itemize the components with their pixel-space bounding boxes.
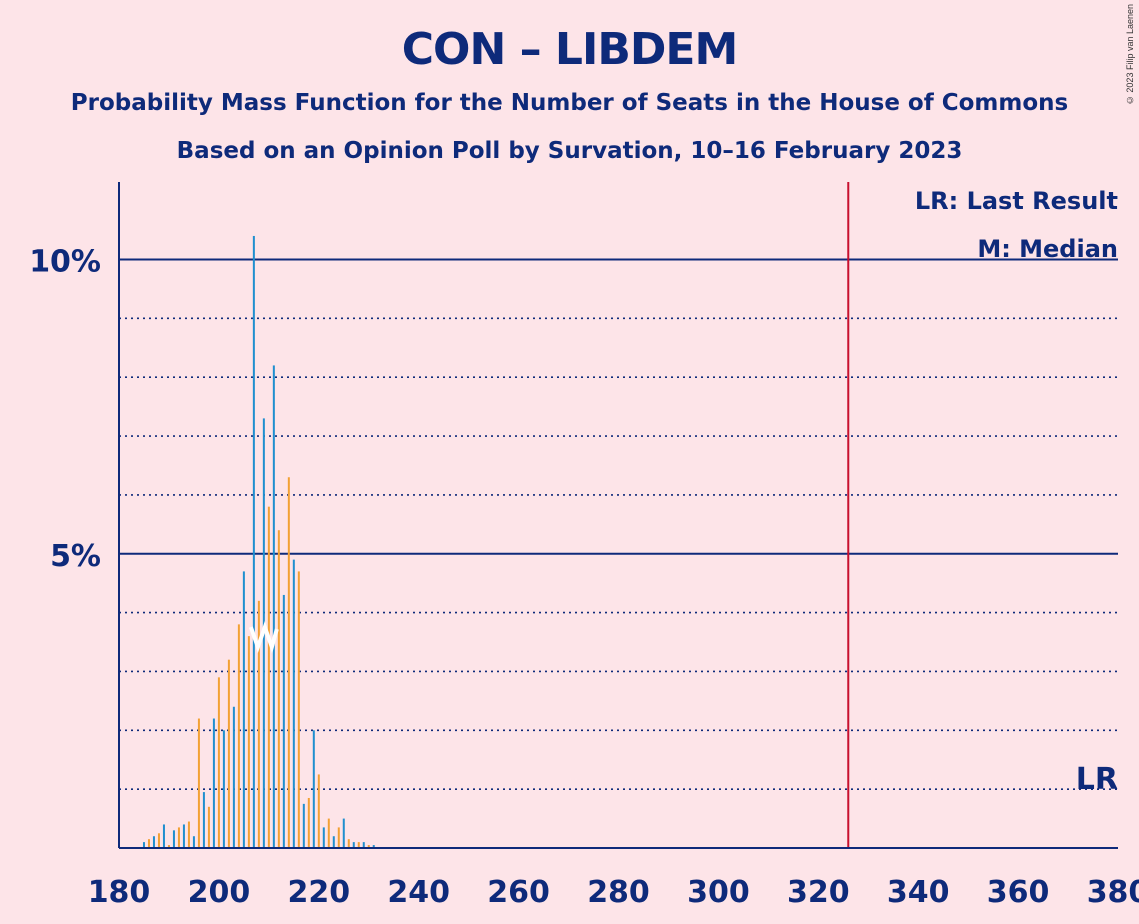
x-tick-label: 380 [1087,875,1139,910]
y-tick-label: 5% [50,539,101,574]
bar-blue-229 [362,842,365,848]
bar-blue-221 [322,827,325,848]
bar-orange-216 [297,571,300,848]
x-tick-label: 260 [487,875,550,910]
bar-orange-224 [337,827,340,848]
bar-blue-227 [352,842,355,848]
bar-blue-201 [222,730,225,848]
x-tick-label: 280 [587,875,650,910]
poll-info: Based on an Opinion Poll by Survation, 1… [176,138,963,164]
x-tick-label: 200 [188,875,251,910]
bar-blue-207 [252,235,255,848]
bar-blue-213 [282,594,285,848]
legend-last-result: LR: Last Result [915,187,1118,215]
bar-orange-228 [357,842,360,848]
bar-orange-204 [237,624,240,848]
chart-title: CON – LIBDEM [401,24,738,75]
bar-orange-222 [327,818,330,848]
bar-blue-223 [332,836,335,848]
bar-orange-212 [277,530,280,848]
bar-orange-188 [157,833,160,848]
bar-blue-225 [342,818,345,848]
x-tick-label: 340 [887,875,950,910]
bar-blue-203 [232,706,235,848]
bar-orange-202 [227,659,230,848]
y-tick-labels: 5% 10% [29,245,101,574]
bar-orange-186 [147,839,150,848]
bar-orange-208 [257,600,260,848]
median-marker [248,621,279,654]
bar-blue-205 [242,571,245,848]
bar-orange-218 [307,797,310,848]
y-tick-label: 10% [29,245,101,280]
bar-blue-185 [142,842,145,848]
x-tick-label: 300 [687,875,750,910]
bars [142,235,375,848]
bar-blue-217 [302,803,305,848]
x-tick-label: 180 [88,875,151,910]
bar-orange-196 [197,718,200,848]
x-tick-label: 220 [287,875,350,910]
bar-blue-197 [202,792,205,848]
x-tick-label: 240 [387,875,450,910]
chart-subtitle: Probability Mass Function for the Number… [70,90,1069,116]
bar-blue-193 [182,824,185,848]
bar-blue-231 [372,845,375,848]
bar-orange-190 [167,845,170,848]
bar-blue-191 [172,830,175,848]
bar-orange-220 [317,774,320,848]
bar-orange-200 [217,677,220,848]
bar-blue-195 [192,836,195,848]
bar-orange-214 [287,477,290,848]
bar-blue-219 [312,730,315,848]
x-tick-label: 320 [787,875,850,910]
median-zigzag [248,621,279,654]
bar-blue-211 [272,365,275,848]
bar-orange-226 [347,839,350,848]
bar-blue-215 [292,559,295,848]
bar-blue-187 [152,836,155,848]
bar-orange-194 [187,821,190,848]
x-tick-labels: 180 200 220 240 260 280 300 320 340 360 380 [88,875,1139,910]
bar-orange-210 [267,506,270,848]
x-tick-label: 360 [987,875,1050,910]
legend-median: M: Median [977,235,1118,263]
bar-orange-198 [207,806,210,848]
bar-blue-189 [162,824,165,848]
bar-orange-192 [177,827,180,848]
bar-blue-199 [212,718,215,848]
grid-lines [119,258,1118,790]
bar-orange-230 [367,845,370,848]
bar-orange-206 [247,636,250,848]
last-result-label: LR [1076,762,1118,797]
